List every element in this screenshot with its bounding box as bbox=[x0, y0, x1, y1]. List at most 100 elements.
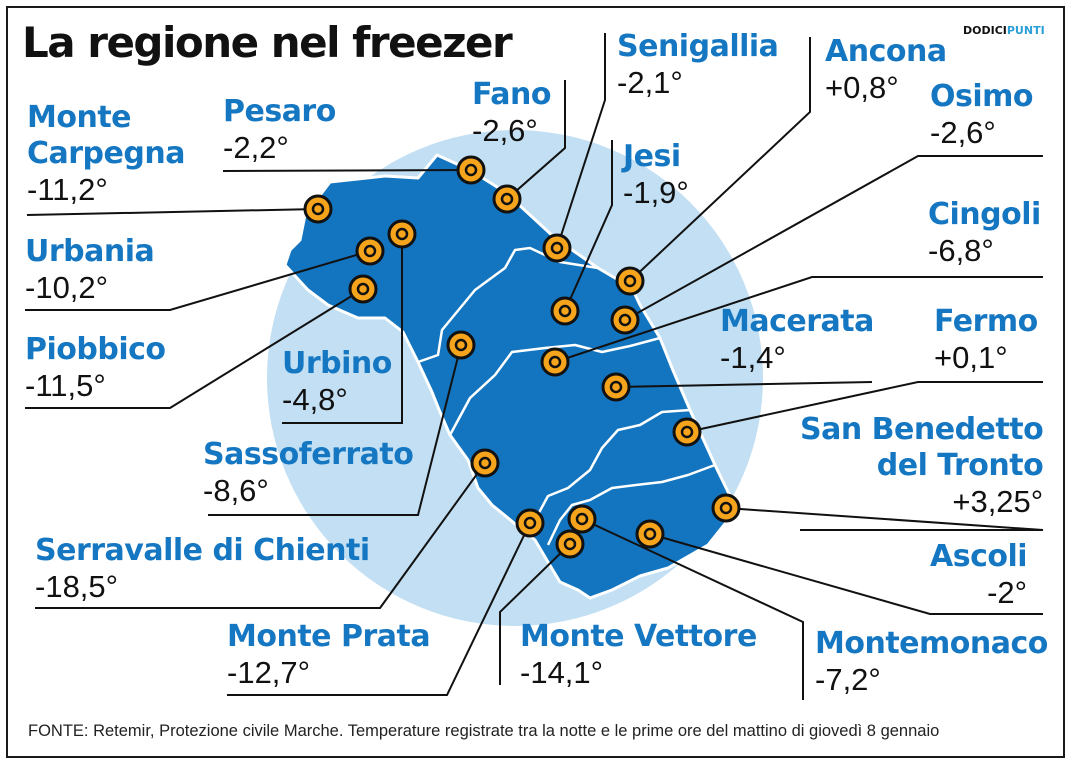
leader-line-macerata bbox=[615, 381, 873, 388]
label-piobbico: Piobbico -11,5° bbox=[25, 332, 166, 404]
label-monte-prata: Monte Prata -12,7° bbox=[227, 619, 431, 691]
label-osimo: Osimo -2,6° bbox=[930, 79, 1034, 151]
leader-line-fermo bbox=[686, 381, 1043, 433]
location-temperature: -2,1° bbox=[617, 65, 683, 100]
location-name: Montemonaco bbox=[815, 626, 1048, 661]
label-sassoferrato: Sassoferrato -8,6° bbox=[203, 437, 414, 509]
label-urbino: Urbino -4,8° bbox=[282, 346, 392, 418]
location-name: del Tronto bbox=[876, 448, 1044, 483]
location-temperature: -7,2° bbox=[815, 662, 881, 697]
label-pesaro: Pesaro -2,2° bbox=[223, 94, 336, 166]
leader-lines bbox=[25, 33, 1044, 700]
label-cingoli: Cingoli -6,8° bbox=[928, 197, 1041, 269]
location-temperature: -2,6° bbox=[472, 113, 538, 148]
location-name: Piobbico bbox=[25, 332, 166, 367]
marker-serravalle bbox=[470, 448, 500, 478]
label-ancona: Ancona +0,8° bbox=[825, 34, 947, 106]
location-name: San Benedetto bbox=[800, 412, 1044, 447]
location-temperature: +3,25° bbox=[952, 484, 1044, 519]
location-name: Urbino bbox=[282, 346, 392, 381]
leader-line-cingoli bbox=[554, 276, 1043, 363]
leader-line-montemonaco bbox=[581, 518, 804, 700]
label-fano: Fano -2,6° bbox=[472, 77, 551, 149]
marker-ancona bbox=[615, 266, 645, 296]
marker-monte-carpegna bbox=[303, 194, 333, 224]
marker-senigallia bbox=[542, 233, 572, 263]
leader-line-ascoli bbox=[649, 533, 1043, 615]
leader-line-osimo bbox=[624, 155, 1043, 321]
leader-line-monte-vettore bbox=[499, 543, 571, 685]
location-name: Monte Prata bbox=[227, 619, 431, 654]
marker-monte-prata bbox=[515, 508, 545, 538]
location-temperature: -6,8° bbox=[928, 233, 994, 268]
location-temperature: -4,8° bbox=[282, 382, 348, 417]
leader-line-ancona bbox=[629, 37, 811, 282]
label-fermo: Fermo +0,1° bbox=[934, 304, 1038, 376]
marker-montemonaco bbox=[567, 504, 597, 534]
location-name: Monte Vettore bbox=[520, 619, 757, 654]
location-temperature: +0,8° bbox=[825, 70, 899, 105]
leader-line-monte-prata bbox=[227, 522, 531, 696]
location-markers bbox=[303, 155, 741, 559]
location-temperature: -1,4° bbox=[720, 340, 786, 375]
location-temperature: -11,5° bbox=[25, 368, 106, 403]
marker-piobbico bbox=[348, 274, 378, 304]
border-ancona-macerata bbox=[448, 336, 661, 436]
province-borders bbox=[417, 246, 716, 546]
leader-line-sassoferrato bbox=[208, 344, 462, 516]
location-name: Serravalle di Chienti bbox=[35, 533, 370, 568]
location-temperature: -14,1° bbox=[520, 655, 604, 690]
leader-line-pesaro bbox=[222, 169, 472, 172]
marker-san-benedetto bbox=[711, 493, 741, 523]
location-temperature: -8,6° bbox=[203, 473, 269, 508]
label-macerata: Macerata -1,4° bbox=[720, 304, 874, 376]
marker-urbino bbox=[387, 219, 417, 249]
location-name: Fermo bbox=[934, 304, 1038, 339]
location-name: Jesi bbox=[623, 139, 681, 174]
location-temperature: -2,6° bbox=[930, 115, 996, 150]
location-name: Sassoferrato bbox=[203, 437, 414, 472]
location-name: Monte bbox=[27, 100, 132, 135]
leader-line-jesi bbox=[564, 140, 613, 312]
marker-osimo bbox=[610, 305, 640, 335]
label-urbania: Urbania -10,2° bbox=[25, 234, 155, 306]
location-temperature: -2,2° bbox=[223, 130, 289, 165]
location-name: Macerata bbox=[720, 304, 874, 339]
marker-sassoferrato bbox=[446, 330, 476, 360]
source-note: FONTE: Retemir, Protezione civile Marche… bbox=[28, 722, 940, 740]
brand-logo: DODICIPUNTI bbox=[963, 24, 1045, 37]
marker-fermo bbox=[672, 417, 702, 447]
leader-line-serravalle bbox=[35, 462, 486, 609]
label-ascoli: Ascoli -2° bbox=[930, 539, 1028, 611]
location-temperature: +0,1° bbox=[934, 340, 1008, 375]
marker-pesaro bbox=[456, 155, 486, 185]
label-serravalle: Serravalle di Chienti -18,5° bbox=[35, 533, 370, 605]
leader-line-senigallia bbox=[556, 33, 606, 249]
location-name: Fano bbox=[472, 77, 551, 112]
label-monte-carpegna: Monte Carpegna -11,2° bbox=[27, 100, 185, 208]
page-title: La regione nel freezer bbox=[22, 18, 513, 67]
marker-monte-vettore bbox=[555, 529, 585, 559]
location-name: Ancona bbox=[825, 34, 947, 69]
leader-line-piobbico bbox=[25, 288, 364, 409]
location-name: Carpegna bbox=[27, 136, 185, 171]
marker-jesi bbox=[550, 296, 580, 326]
leader-line-urbino bbox=[282, 234, 403, 424]
location-name: Pesaro bbox=[223, 94, 336, 129]
border-macerata-fermo bbox=[533, 408, 691, 521]
marker-macerata bbox=[601, 372, 631, 402]
location-name: Ascoli bbox=[930, 539, 1028, 574]
location-name: Cingoli bbox=[928, 197, 1041, 232]
label-monte-vettore: Monte Vettore -14,1° bbox=[520, 619, 757, 691]
marker-cingoli bbox=[540, 347, 570, 377]
location-temperature: -2° bbox=[987, 575, 1028, 610]
border-fermo-ascoli bbox=[546, 463, 716, 546]
marker-urbania bbox=[355, 236, 385, 266]
marker-ascoli bbox=[635, 519, 665, 549]
location-name: Urbania bbox=[25, 234, 155, 269]
leader-line-fano bbox=[506, 80, 566, 200]
label-montemonaco: Montemonaco -7,2° bbox=[815, 626, 1048, 698]
leader-line-urbania bbox=[25, 250, 371, 311]
label-jesi: Jesi -1,9° bbox=[623, 139, 689, 211]
